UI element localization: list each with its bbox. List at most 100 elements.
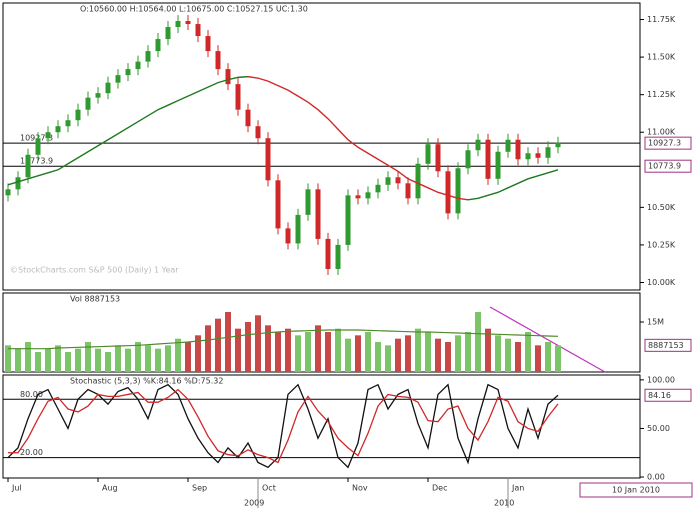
reference-label: 10927.3 — [20, 134, 53, 143]
x-year-label: 2010 — [494, 499, 514, 508]
volume-bar — [425, 332, 431, 372]
candle-body — [555, 142, 561, 148]
candle-body — [235, 84, 241, 110]
volume-bar — [75, 348, 81, 372]
reference-label: 10773.9 — [20, 157, 53, 166]
volume-bar — [365, 332, 371, 372]
candle-body — [85, 97, 91, 110]
y-tick-label: 100.00 — [647, 375, 675, 384]
date-label: 10 Jan 2010 — [612, 486, 660, 495]
volume-bar — [545, 342, 551, 372]
candle-body — [125, 69, 131, 76]
candle-body — [355, 195, 361, 199]
candle-body — [315, 189, 321, 239]
volume-bar — [385, 345, 391, 372]
candle-body — [135, 61, 141, 70]
volume-bar — [175, 338, 181, 372]
y-tick-label: 15M — [647, 318, 664, 327]
volume-bar — [375, 342, 381, 372]
candle-body — [365, 192, 371, 199]
candle-body — [435, 144, 441, 172]
y-tick-label: 10.25K — [647, 240, 676, 249]
stochastic-line — [7, 383, 559, 469]
stochastic-title: Stochastic (5,3,3) %K:84.16 %D:75.32 — [70, 377, 223, 386]
moving-average — [7, 75, 249, 186]
candle-body — [175, 21, 181, 28]
x-year-label: 2009 — [244, 499, 264, 508]
candle-body — [185, 21, 191, 25]
volume-bar — [495, 335, 501, 372]
moving-average — [247, 75, 469, 201]
volume-bar — [485, 328, 491, 372]
candle-body — [255, 126, 261, 139]
volume-bar — [355, 335, 361, 372]
moving-average — [467, 169, 559, 201]
watermark: ©StockCharts.com S&P 500 (Daily) 1 Year — [10, 266, 179, 275]
volume-bar — [525, 332, 531, 372]
value-box-label: 10773.9 — [648, 162, 681, 171]
volume-bar — [115, 345, 121, 372]
candle-body — [205, 36, 211, 52]
candle-body — [35, 138, 41, 155]
volume-bar — [465, 332, 471, 372]
x-tick-label: Dec — [432, 484, 447, 493]
volume-bar — [345, 338, 351, 372]
volume-bar — [515, 342, 521, 372]
volume-bar — [315, 325, 321, 372]
y-tick-label: 10.50K — [647, 203, 676, 212]
x-tick-label: Jul — [11, 484, 22, 493]
candle-body — [445, 171, 451, 214]
date-box — [579, 482, 693, 498]
volume-bar — [135, 342, 141, 372]
candle-body — [195, 24, 201, 37]
candle-body — [105, 82, 111, 94]
x-tick-label: Oct — [262, 484, 276, 493]
volume-bar — [215, 318, 221, 372]
candle-body — [535, 153, 541, 158]
volume-bar — [235, 328, 241, 372]
candle-body — [25, 154, 31, 178]
volume-bar — [185, 342, 191, 372]
candle-body — [345, 195, 351, 245]
volume-bar — [45, 348, 51, 372]
y-tick-label: 11.00K — [647, 128, 676, 137]
volume-bar — [165, 345, 171, 372]
y-tick-label: 11.75K — [647, 15, 676, 24]
candle-body — [495, 151, 501, 179]
candle-body — [485, 139, 491, 179]
volume-bar — [245, 322, 251, 372]
volume-bar — [265, 325, 271, 372]
candle-body — [375, 184, 381, 193]
candle-body — [505, 139, 511, 152]
volume-bar — [195, 335, 201, 372]
volume-bar — [505, 338, 511, 372]
candle-body — [395, 177, 401, 184]
candle-body — [455, 168, 461, 214]
candle-body — [145, 51, 151, 62]
volume-bar — [395, 338, 401, 372]
candle-body — [215, 51, 221, 70]
candle-body — [265, 138, 271, 181]
candle-body — [545, 147, 551, 158]
volume-average — [8, 329, 559, 350]
price-panel — [2, 2, 641, 291]
volume-bar — [455, 335, 461, 372]
volume-bar — [285, 328, 291, 372]
x-tick-label: Sep — [192, 484, 207, 493]
candle-body — [275, 180, 281, 229]
volume-panel — [2, 292, 641, 373]
candle-body — [385, 177, 391, 185]
x-tick-label: Nov — [352, 484, 368, 493]
candle-body — [65, 120, 71, 127]
value-box — [644, 159, 692, 173]
volume-bar — [155, 348, 161, 372]
volume-bar — [275, 332, 281, 372]
candle-body — [335, 244, 341, 269]
volume-bar — [225, 312, 231, 372]
volume-bar — [435, 338, 441, 372]
volume-bar — [145, 345, 151, 372]
candle-body — [525, 153, 531, 160]
volume-bar — [295, 335, 301, 372]
value-box — [644, 338, 692, 352]
